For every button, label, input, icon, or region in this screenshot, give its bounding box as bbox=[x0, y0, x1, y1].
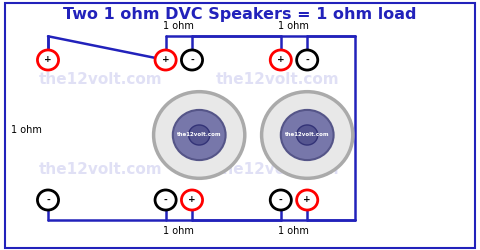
Ellipse shape bbox=[154, 92, 245, 178]
Text: the12volt.com: the12volt.com bbox=[177, 132, 221, 138]
Ellipse shape bbox=[37, 50, 59, 70]
Ellipse shape bbox=[262, 92, 353, 178]
Text: 1 ohm: 1 ohm bbox=[278, 226, 309, 236]
Ellipse shape bbox=[270, 50, 291, 70]
Text: +: + bbox=[44, 56, 52, 64]
Text: +: + bbox=[277, 56, 285, 64]
Ellipse shape bbox=[181, 190, 203, 210]
Ellipse shape bbox=[281, 110, 334, 160]
Ellipse shape bbox=[37, 190, 59, 210]
Text: 1 ohm: 1 ohm bbox=[11, 125, 42, 135]
Text: -: - bbox=[305, 56, 309, 64]
Text: 1 ohm: 1 ohm bbox=[278, 21, 309, 31]
Text: the12volt.com: the12volt.com bbox=[38, 162, 162, 178]
Text: +: + bbox=[188, 196, 196, 204]
Ellipse shape bbox=[297, 125, 318, 145]
Text: -: - bbox=[46, 196, 50, 204]
Text: 1 ohm: 1 ohm bbox=[163, 226, 194, 236]
Ellipse shape bbox=[173, 110, 226, 160]
Text: Two 1 ohm DVC Speakers = 1 ohm load: Two 1 ohm DVC Speakers = 1 ohm load bbox=[63, 8, 417, 22]
Text: -: - bbox=[190, 56, 194, 64]
Text: 1 ohm: 1 ohm bbox=[163, 21, 194, 31]
Text: +: + bbox=[162, 56, 169, 64]
Ellipse shape bbox=[189, 125, 210, 145]
Text: +: + bbox=[303, 196, 311, 204]
Ellipse shape bbox=[155, 190, 176, 210]
Ellipse shape bbox=[155, 50, 176, 70]
Ellipse shape bbox=[270, 190, 291, 210]
Text: the12volt.com: the12volt.com bbox=[216, 162, 340, 178]
Text: the12volt.com: the12volt.com bbox=[216, 72, 340, 88]
Ellipse shape bbox=[297, 50, 318, 70]
Text: the12volt.com: the12volt.com bbox=[285, 132, 329, 138]
Ellipse shape bbox=[181, 50, 203, 70]
Text: -: - bbox=[279, 196, 283, 204]
Text: -: - bbox=[164, 196, 168, 204]
Text: the12volt.com: the12volt.com bbox=[38, 72, 162, 88]
Ellipse shape bbox=[297, 190, 318, 210]
